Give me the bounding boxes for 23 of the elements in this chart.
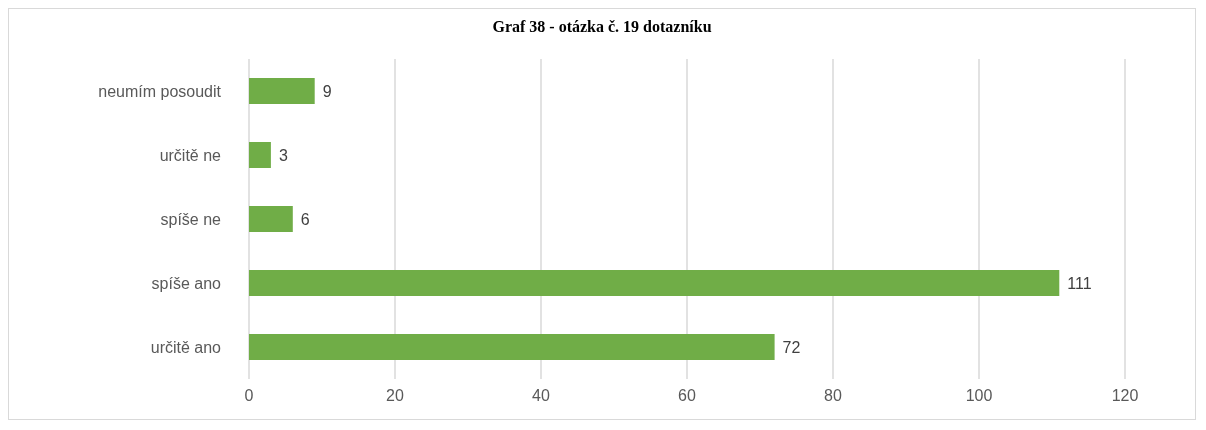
bar [249, 334, 775, 360]
x-tick-label: 60 [678, 386, 696, 404]
x-tick-label: 0 [244, 386, 254, 404]
x-tick-label: 20 [386, 386, 404, 404]
bar [249, 270, 1060, 296]
y-tick-label: určitě ano [150, 338, 222, 356]
bar [249, 142, 271, 168]
x-tick-label: 80 [824, 386, 842, 404]
x-tick-label: 100 [965, 386, 993, 404]
y-tick-label: určitě ne [159, 146, 222, 164]
x-tick-label: 40 [532, 386, 550, 404]
y-tick-label: spíše ano [151, 274, 222, 292]
y-tick-label: neumím posoudit [98, 82, 222, 100]
x-tick-label: 120 [1111, 386, 1139, 404]
data-label: 6 [300, 210, 310, 228]
bar [249, 206, 293, 232]
data-label: 9 [322, 82, 332, 100]
chart-title: Graf 38 - otázka č. 19 dotazníku [492, 17, 712, 35]
data-label: 72 [782, 338, 801, 356]
data-label: 3 [278, 146, 288, 164]
bar [249, 78, 315, 104]
data-label: 111 [1067, 274, 1092, 292]
y-tick-label: spíše ne [160, 210, 222, 228]
